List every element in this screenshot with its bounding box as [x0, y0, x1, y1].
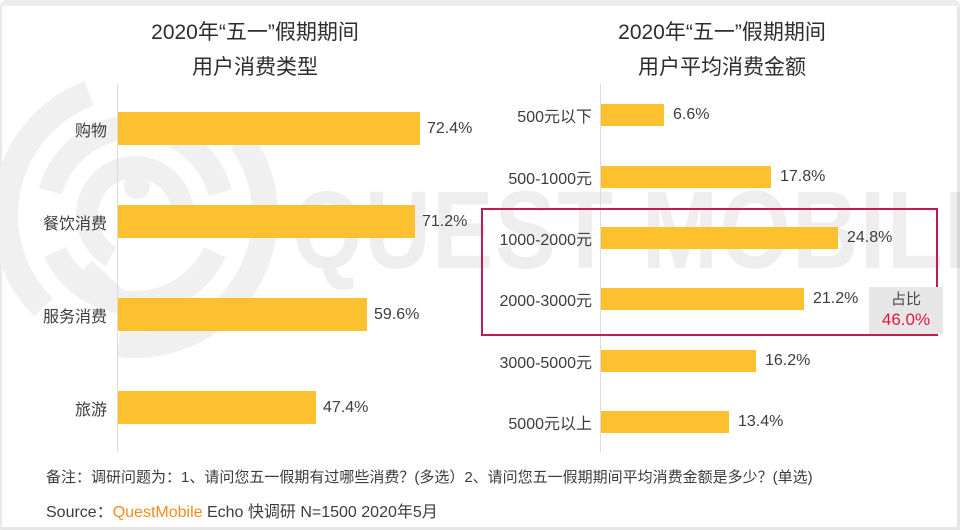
- category-label: 500元以下: [517, 109, 592, 126]
- source-rest: Echo 快调研 N=1500 2020年5月: [202, 504, 438, 521]
- bar-row: 餐饮消费 71.2%: [0, 205, 467, 238]
- bar-row: 1000-2000元 24.8%: [480, 227, 892, 249]
- bar: [601, 350, 756, 372]
- category-label: 旅游: [74, 401, 107, 419]
- value-label: 24.8%: [847, 229, 893, 246]
- value-label: 47.4%: [323, 398, 369, 416]
- bar: [601, 166, 771, 188]
- bar-row: 购物 72.4%: [0, 112, 472, 145]
- source-line: Source：QuestMobile Echo 快调研 N=1500 2020年…: [46, 498, 438, 522]
- category-label: 500-1000元: [508, 171, 592, 188]
- category-label: 服务消费: [42, 308, 107, 326]
- chart-title: 2020年“五一”假期期间 用户消费类型: [15, 15, 495, 85]
- bar: [118, 298, 367, 331]
- share-badge: 占比 46.0%: [869, 287, 943, 334]
- category-label: 5000元以上: [508, 416, 592, 433]
- chart-title-line1: 2020年“五一”假期期间: [618, 21, 826, 44]
- category-label: 餐饮消费: [42, 215, 107, 233]
- bar: [601, 288, 804, 310]
- bar: [601, 104, 664, 126]
- bar-row: 旅游 47.4%: [0, 391, 368, 424]
- value-label: 13.4%: [738, 413, 784, 430]
- chart-average-spend: 2020年“五一”假期期间 用户平均消费金额 500元以下 6.6% 500-1…: [480, 0, 960, 460]
- footnote: 备注：调研问题为：1、请问您五一假期有过哪些消费？(多选）2、请问您五一假期期间…: [46, 469, 813, 486]
- bar-row: 500元以下 6.6%: [480, 104, 709, 126]
- value-label: 16.2%: [765, 352, 811, 369]
- bar: [118, 391, 316, 424]
- bar-row: 2000-3000元 21.2%: [480, 288, 858, 310]
- bar: [118, 205, 415, 238]
- share-badge-value: 46.0%: [881, 310, 931, 330]
- bar: [118, 112, 420, 145]
- bar: [601, 227, 838, 249]
- value-label: 6.6%: [673, 106, 710, 123]
- category-label: 1000-2000元: [499, 232, 592, 249]
- value-label: 17.8%: [780, 168, 826, 185]
- value-label: 71.2%: [422, 212, 468, 230]
- share-badge-label: 占比: [890, 290, 921, 308]
- source-brand: QuestMobile: [112, 504, 203, 521]
- chart-title: 2020年“五一”假期期间 用户平均消费金额: [480, 15, 960, 85]
- category-label: 购物: [74, 122, 107, 140]
- bar-row: 500-1000元 17.8%: [480, 166, 825, 188]
- value-label: 59.6%: [374, 305, 420, 323]
- bar-row: 3000-5000元 16.2%: [480, 350, 810, 372]
- chart-consumption-types: 2020年“五一”假期期间 用户消费类型 购物 72.4% 餐饮消费 71.2%…: [0, 0, 480, 460]
- chart-title-line2: 用户平均消费金额: [638, 56, 806, 79]
- category-label: 3000-5000元: [499, 355, 592, 372]
- source-prefix: Source：: [46, 504, 113, 521]
- value-label: 72.4%: [427, 119, 473, 137]
- category-label: 2000-3000元: [499, 293, 592, 310]
- chart-title-line1: 2020年“五一”假期期间: [151, 21, 359, 44]
- value-label: 21.2%: [813, 290, 859, 307]
- bar-row: 5000元以上 13.4%: [480, 411, 783, 433]
- bar: [601, 411, 729, 433]
- y-axis-line: [600, 84, 601, 452]
- chart-title-line2: 用户消费类型: [192, 56, 318, 79]
- bar-row: 服务消费 59.6%: [0, 298, 419, 331]
